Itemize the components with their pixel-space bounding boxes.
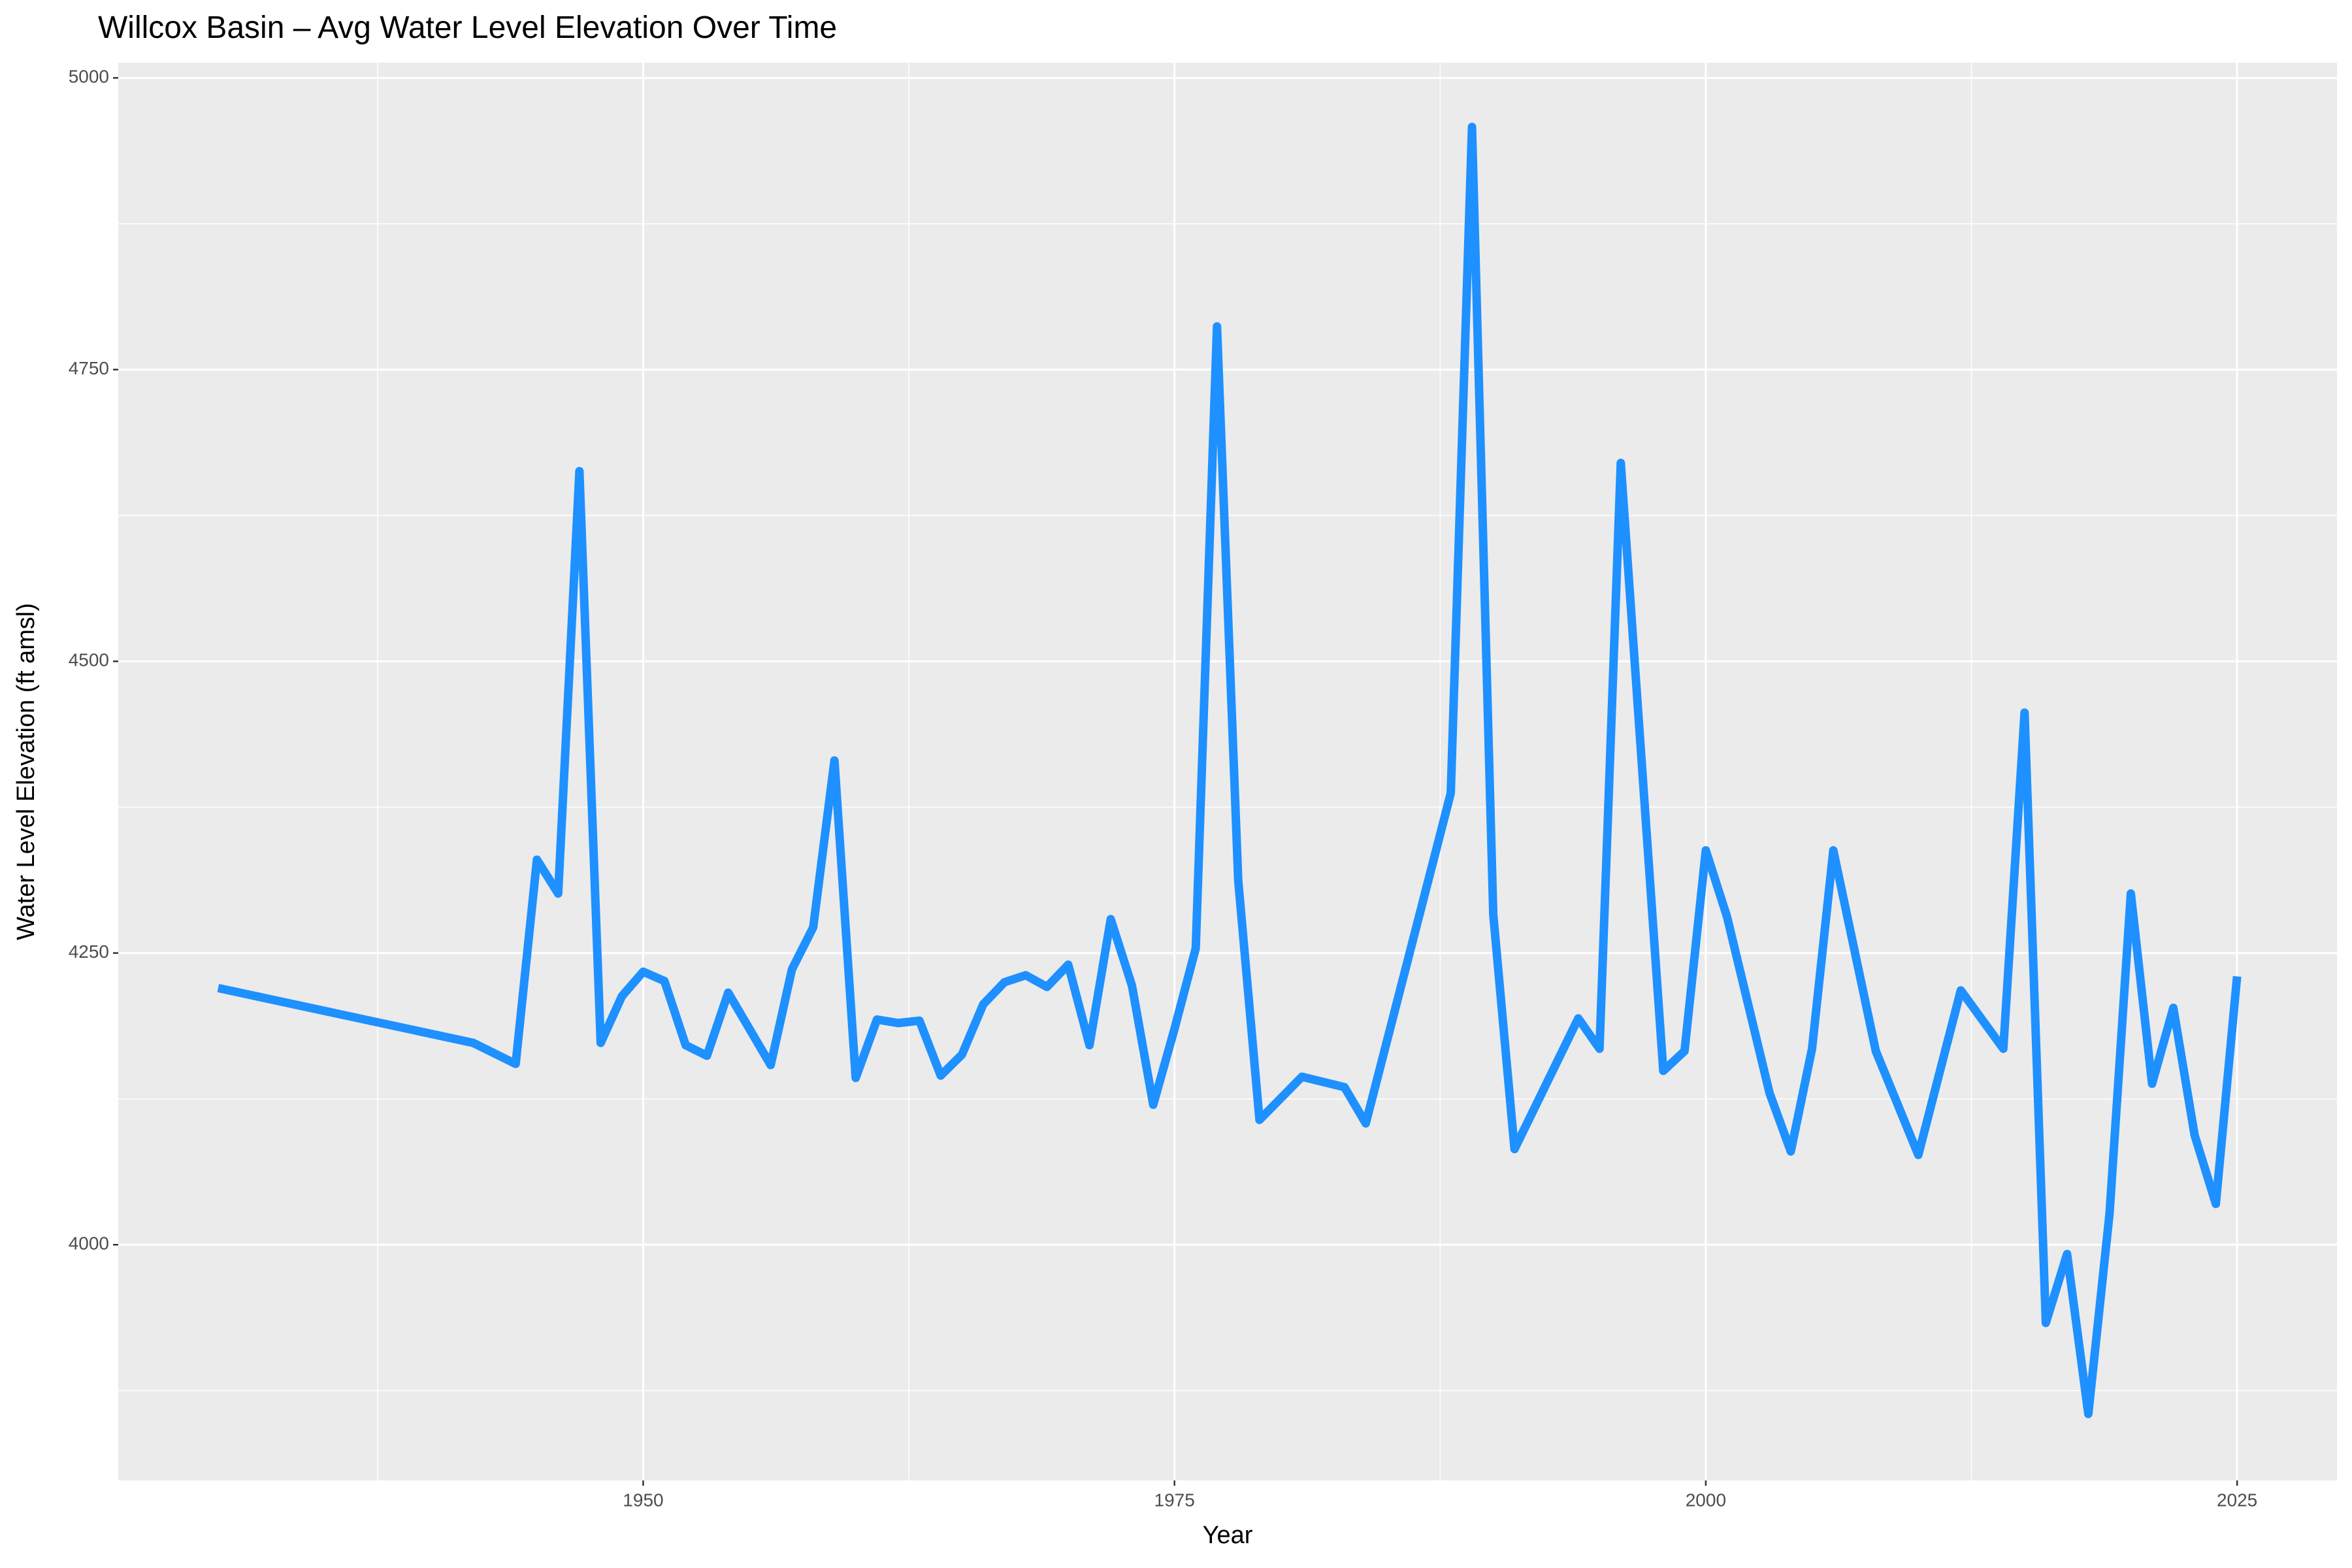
y-axis-title: Water Level Elevation (ft amsl) (12, 603, 40, 940)
y-tick-label: 4250 (69, 941, 109, 962)
y-tick-label: 4750 (69, 358, 109, 378)
x-tick-label: 2025 (2217, 1490, 2257, 1510)
x-tick-label: 2000 (1686, 1490, 1726, 1510)
y-tick-label: 5000 (69, 67, 109, 87)
y-tick-label: 4000 (69, 1233, 109, 1254)
data-line (217, 122, 2242, 1418)
chart-title: Willcox Basin – Avg Water Level Elevatio… (98, 10, 837, 45)
plot-panel (118, 63, 2337, 1480)
y-tick-label: 4500 (69, 650, 109, 670)
x-axis-title: Year (1203, 1522, 1253, 1549)
x-tick-label: 1950 (623, 1490, 663, 1510)
x-tick-label: 1975 (1154, 1490, 1195, 1510)
